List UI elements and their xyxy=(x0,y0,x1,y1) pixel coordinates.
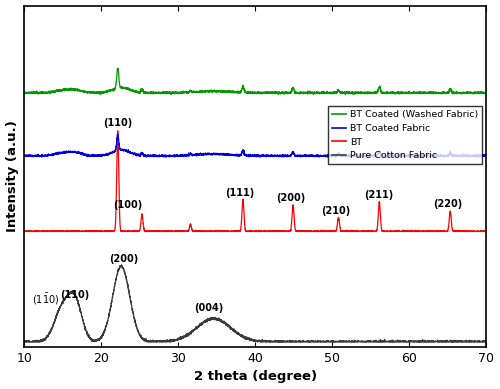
Text: (100): (100) xyxy=(114,200,143,210)
Text: (210): (210) xyxy=(322,206,351,216)
Legend: BT Coated (Washed Fabric), BT Coated Fabric, BT, Pure Cotton Fabric: BT Coated (Washed Fabric), BT Coated Fab… xyxy=(328,107,482,164)
Text: (004): (004) xyxy=(194,303,224,314)
Text: (200): (200) xyxy=(276,193,306,203)
Text: (211): (211) xyxy=(364,190,393,200)
Text: (110): (110) xyxy=(60,290,90,300)
Y-axis label: Intensity (a.u.): Intensity (a.u.) xyxy=(6,120,18,232)
Text: $(1\bar{1}0)$: $(1\bar{1}0)$ xyxy=(32,292,60,307)
X-axis label: 2 theta (degree): 2 theta (degree) xyxy=(194,370,317,384)
Text: (220): (220) xyxy=(434,200,462,209)
Text: (110): (110) xyxy=(103,119,132,128)
Text: (200): (200) xyxy=(109,254,138,264)
Text: (111): (111) xyxy=(225,188,254,198)
